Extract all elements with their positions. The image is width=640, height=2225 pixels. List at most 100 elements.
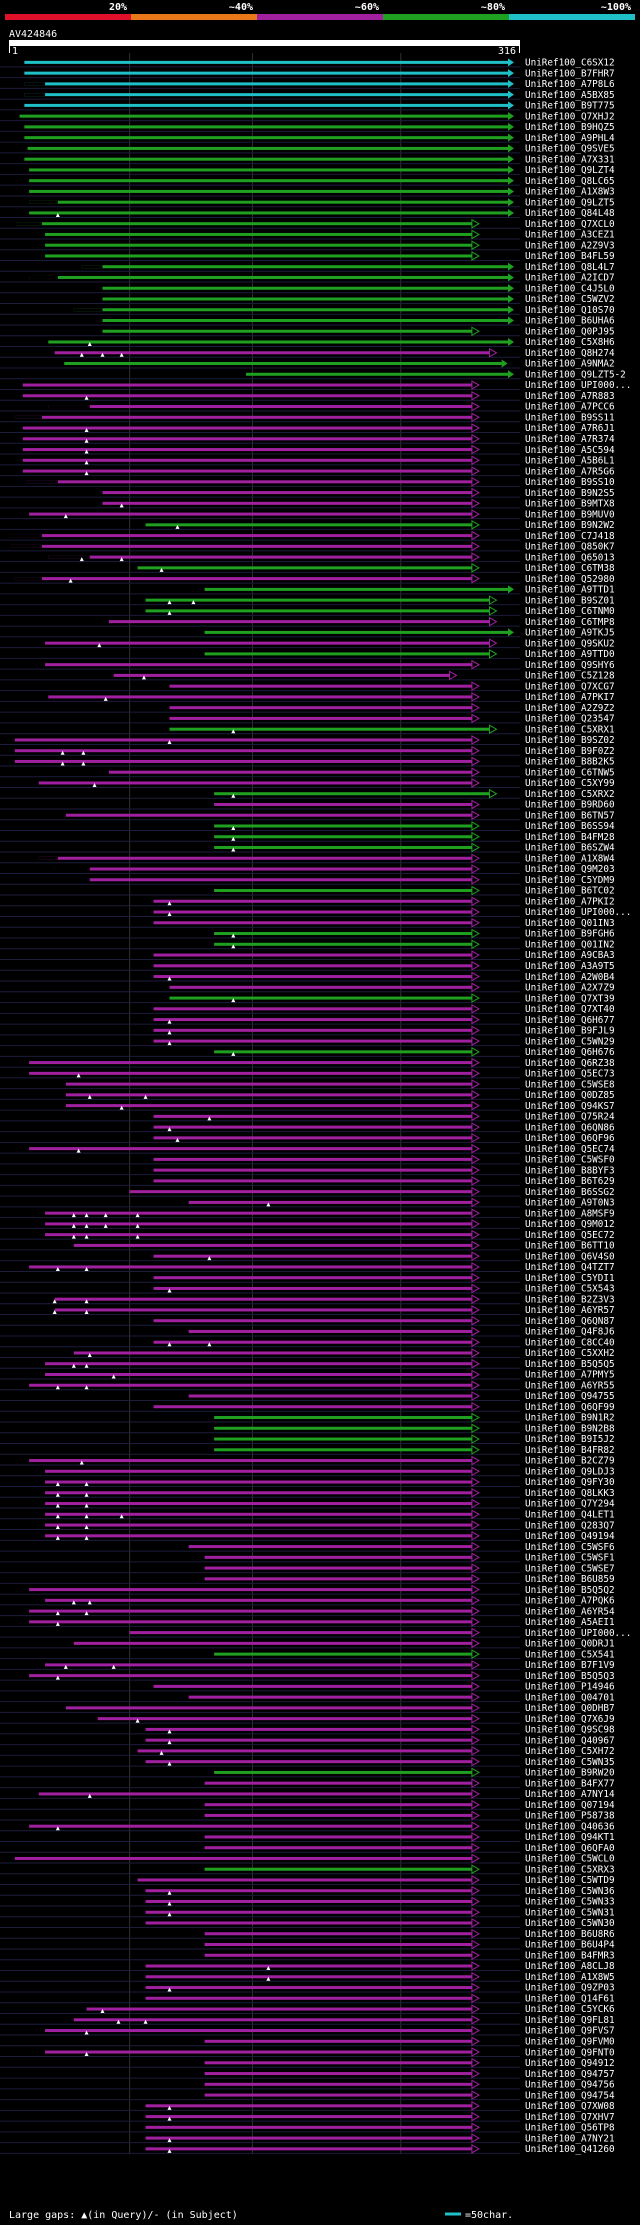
hit-row[interactable]: UniRef100_Q01IN3: [0, 917, 615, 929]
hit-row[interactable]: UniRef100_Q56TP8: [0, 2122, 615, 2134]
hit-row[interactable]: UniRef100_B9HQZ5: [0, 122, 615, 133]
hit-row[interactable]: UniRef100_Q7XHV7: [0, 2111, 615, 2123]
hit-row[interactable]: UniRef100_Q41260: [0, 2143, 615, 2155]
hit-label[interactable]: UniRef100_C8CC40: [525, 1337, 615, 1348]
hit-row[interactable]: UniRef100_Q9SKU2: [0, 638, 615, 649]
hit-label[interactable]: UniRef100_Q9SKU2: [525, 638, 615, 649]
hit-label[interactable]: UniRef100_Q0DZ85: [525, 1090, 615, 1101]
hit-row[interactable]: UniRef100_B9T775: [0, 101, 615, 112]
hit-label[interactable]: UniRef100_Q9SVE5: [525, 144, 615, 155]
hit-label[interactable]: UniRef100_Q0DHB7: [525, 1703, 615, 1714]
hit-row[interactable]: UniRef100_A6YR55: [0, 1380, 615, 1391]
hit-label[interactable]: UniRef100_A7R5G6: [525, 466, 615, 477]
hit-label[interactable]: UniRef100_Q6H676: [525, 1047, 615, 1058]
hit-row[interactable]: UniRef100_P58738: [0, 1810, 615, 1822]
hit-row[interactable]: UniRef100_C5WN36: [0, 1885, 615, 1897]
hit-row[interactable]: UniRef100_Q6QFA0: [0, 1842, 615, 1854]
hit-row[interactable]: UniRef100_C4J5L0: [0, 283, 615, 294]
hit-row[interactable]: UniRef100_B6UHA6: [0, 316, 615, 327]
hit-label[interactable]: UniRef100_A7NY21: [525, 2133, 615, 2144]
hit-row[interactable]: UniRef100_B9N1R2: [0, 1412, 615, 1424]
hit-label[interactable]: UniRef100_A7NY14: [525, 1789, 615, 1800]
hit-row[interactable]: UniRef100_C5WSF1: [0, 1552, 615, 1564]
hit-label[interactable]: UniRef100_Q84L48: [525, 208, 615, 219]
hit-label[interactable]: UniRef100_A9PHL4: [525, 133, 615, 144]
hit-label[interactable]: UniRef100_C6TNM0: [525, 606, 615, 617]
hit-label[interactable]: UniRef100_A6YR57: [525, 1305, 615, 1316]
hit-label[interactable]: UniRef100_Q23547: [525, 714, 615, 725]
hit-label[interactable]: UniRef100_B9SS10: [525, 477, 615, 488]
hit-row[interactable]: UniRef100_C5WN30: [0, 1918, 615, 1929]
hit-row[interactable]: UniRef100_C5WN31: [0, 1907, 615, 1918]
hit-label[interactable]: UniRef100_C5XY99: [525, 778, 615, 789]
hit-row[interactable]: UniRef100_A5BX85: [0, 90, 615, 101]
hit-row[interactable]: UniRef100_C5WSF0: [0, 1154, 615, 1166]
hit-label[interactable]: UniRef100_C6TNW5: [525, 767, 615, 778]
hit-label[interactable]: UniRef100_A9TKJ5: [525, 628, 615, 639]
hit-row[interactable]: UniRef100_Q7XT39: [0, 993, 615, 1004]
hit-label[interactable]: UniRef100_A9CBA3: [525, 950, 615, 961]
hit-row[interactable]: UniRef100_B5Q5Q2: [0, 1584, 615, 1596]
hit-row[interactable]: UniRef100_B9N2W2: [0, 519, 615, 531]
hit-label[interactable]: UniRef100_B9MTX8: [525, 499, 615, 510]
hit-row[interactable]: UniRef100_UPI000...: [0, 1627, 631, 1639]
hit-label[interactable]: UniRef100_B4FR82: [525, 1445, 615, 1456]
hit-label[interactable]: UniRef100_A5C594: [525, 445, 615, 456]
hit-row[interactable]: UniRef100_B2Z3V3: [0, 1294, 615, 1305]
hit-row[interactable]: UniRef100_Q6QF96: [0, 1133, 615, 1144]
hit-row[interactable]: UniRef100_Q9FY30: [0, 1477, 615, 1488]
hit-row[interactable]: UniRef100_Q7XW08: [0, 2100, 615, 2112]
hit-row[interactable]: UniRef100_B9MUV0: [0, 509, 615, 520]
hit-row[interactable]: UniRef100_Q04701: [0, 1692, 615, 1703]
hit-label[interactable]: UniRef100_Q7XW08: [525, 2101, 615, 2112]
hit-row[interactable]: UniRef100_C5X543: [0, 1283, 615, 1295]
hit-row[interactable]: UniRef100_Q6QN86: [0, 1122, 615, 1133]
hit-row[interactable]: UniRef100_B9SZ01: [0, 595, 615, 606]
hit-row[interactable]: UniRef100_A2Z9Z2: [0, 702, 615, 714]
hit-row[interactable]: UniRef100_Q8L4L7: [0, 262, 615, 273]
hit-label[interactable]: UniRef100_Q8L4L7: [525, 262, 615, 273]
hit-label[interactable]: UniRef100_C5WCL0: [525, 1854, 615, 1865]
hit-row[interactable]: UniRef100_B9MTX8: [0, 498, 615, 510]
hit-label[interactable]: UniRef100_B5Q5Q2: [525, 1585, 615, 1596]
hit-row[interactable]: UniRef100_Q6H676: [0, 1046, 615, 1058]
hit-label[interactable]: UniRef100_Q6RZ38: [525, 1058, 615, 1069]
hit-label[interactable]: UniRef100_A2Z9Z2: [525, 703, 615, 714]
hit-label[interactable]: UniRef100_A1X8W3: [525, 187, 615, 198]
hit-row[interactable]: UniRef100_A2ICD7: [0, 273, 615, 284]
hit-label[interactable]: UniRef100_Q10S70: [525, 305, 615, 316]
hit-row[interactable]: UniRef100_Q6QN87: [0, 1315, 615, 1327]
hit-row[interactable]: UniRef100_Q7X6J9: [0, 1713, 615, 1725]
hit-label[interactable]: UniRef100_A6YR55: [525, 1380, 615, 1391]
hit-label[interactable]: UniRef100_Q283Q7: [525, 1520, 615, 1531]
hit-row[interactable]: UniRef100_Q94912: [0, 2057, 615, 2069]
hit-row[interactable]: UniRef100_A5C594: [0, 444, 615, 456]
hit-label[interactable]: UniRef100_B5Q5Q5: [525, 1359, 615, 1370]
hit-label[interactable]: UniRef100_C5WN36: [525, 1886, 615, 1897]
hit-row[interactable]: UniRef100_B6TN57: [0, 810, 615, 821]
hit-label[interactable]: UniRef100_C5XH72: [525, 1746, 615, 1757]
hit-row[interactable]: UniRef100_C6TNM0: [0, 606, 615, 617]
hit-row[interactable]: UniRef100_Q94KT1: [0, 1832, 615, 1843]
hit-row[interactable]: UniRef100_A9TKJ5: [0, 628, 615, 639]
hit-label[interactable]: UniRef100_A2W0B4: [525, 972, 615, 983]
hit-label[interactable]: UniRef100_A6YR54: [525, 1606, 615, 1617]
hit-label[interactable]: UniRef100_C5XRX3: [525, 1864, 615, 1875]
hit-label[interactable]: UniRef100_C5WSE7: [525, 1563, 615, 1574]
hit-label[interactable]: UniRef100_Q7XT40: [525, 1004, 615, 1015]
hit-row[interactable]: UniRef100_Q8LKK3: [0, 1487, 615, 1499]
hit-row[interactable]: UniRef100_C5WN35: [0, 1756, 615, 1768]
hit-row[interactable]: UniRef100_Q9SVE5: [0, 144, 615, 155]
hit-row[interactable]: UniRef100_A7R374: [0, 433, 615, 445]
hit-label[interactable]: UniRef100_Q01IN2: [525, 939, 615, 950]
hit-label[interactable]: UniRef100_Q7Y294: [525, 1499, 615, 1510]
hit-label[interactable]: UniRef100_C5WN31: [525, 1907, 615, 1918]
hit-label[interactable]: UniRef100_C5WTD9: [525, 1875, 615, 1886]
hit-row[interactable]: UniRef100_Q9SC98: [0, 1724, 615, 1736]
hit-row[interactable]: UniRef100_B9RD60: [0, 799, 615, 811]
hit-row[interactable]: UniRef100_A2Z9V3: [0, 240, 615, 251]
hit-label[interactable]: UniRef100_B9RD60: [525, 800, 615, 811]
hit-row[interactable]: UniRef100_Q5EC74: [0, 1143, 615, 1155]
hit-row[interactable]: UniRef100_Q40967: [0, 1735, 615, 1746]
hit-row[interactable]: UniRef100_Q9LDJ3: [0, 1466, 615, 1477]
